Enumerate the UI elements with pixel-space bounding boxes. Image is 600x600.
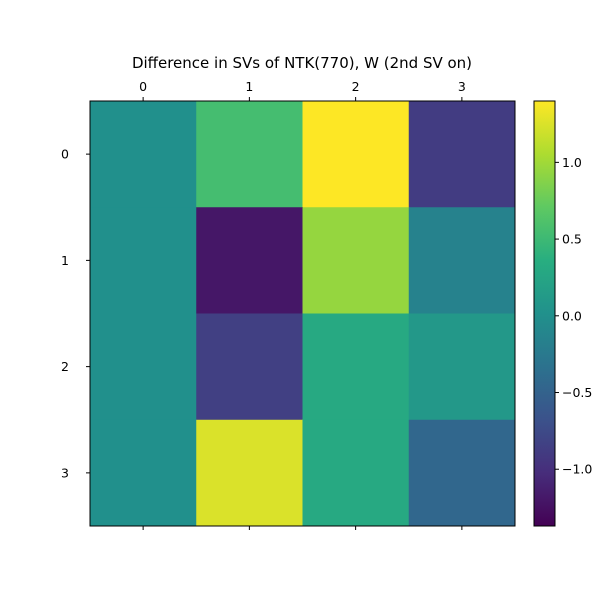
heatmap-cells <box>90 101 516 527</box>
heatmap-cell <box>90 207 197 314</box>
heatmap-cell <box>408 313 516 421</box>
heatmap-cell <box>408 101 516 208</box>
x-tick-label: 0 <box>139 79 147 94</box>
colorbar <box>533 100 556 527</box>
heatmap-cell <box>408 207 516 314</box>
heatmap-cell <box>302 313 410 421</box>
y-tick-label: 1 <box>61 253 69 268</box>
colorbar-tick-label: −0.5 <box>562 385 592 400</box>
heatmap-cell <box>90 101 197 208</box>
heatmap-cell <box>408 419 516 527</box>
x-tick-label: 3 <box>458 79 466 94</box>
heatmap-cell <box>196 313 303 421</box>
x-axis-ticks: 0 1 2 3 <box>139 79 466 530</box>
heatmap-cell <box>302 101 410 208</box>
colorbar-tick-label: 1.0 <box>562 155 582 170</box>
chart-title: Difference in SVs of NTK(770), W (2nd SV… <box>132 54 472 72</box>
x-tick-label: 1 <box>245 79 253 94</box>
heatmap-cell <box>90 313 197 421</box>
heatmap-cell <box>196 207 303 314</box>
heatmap-cell <box>196 419 303 527</box>
plot-frame <box>89 100 516 527</box>
colorbar-tick-label: 0.5 <box>562 232 582 247</box>
heatmap-cell <box>90 419 197 527</box>
y-tick-label: 3 <box>61 465 69 480</box>
colorbar-ticks: −1.0 −0.5 0.0 0.5 1.0 <box>555 155 592 477</box>
colorbar-tick-label: 0.0 <box>562 308 582 323</box>
y-tick-label: 0 <box>61 147 69 162</box>
y-tick-label: 2 <box>61 359 69 374</box>
heatmap-cell <box>196 101 303 208</box>
x-tick-label: 2 <box>352 79 360 94</box>
heatmap-cell <box>302 207 410 314</box>
y-axis-ticks: 0 1 2 3 <box>61 147 90 480</box>
heatmap-cell <box>302 419 410 527</box>
colorbar-tick-label: −1.0 <box>562 462 592 477</box>
